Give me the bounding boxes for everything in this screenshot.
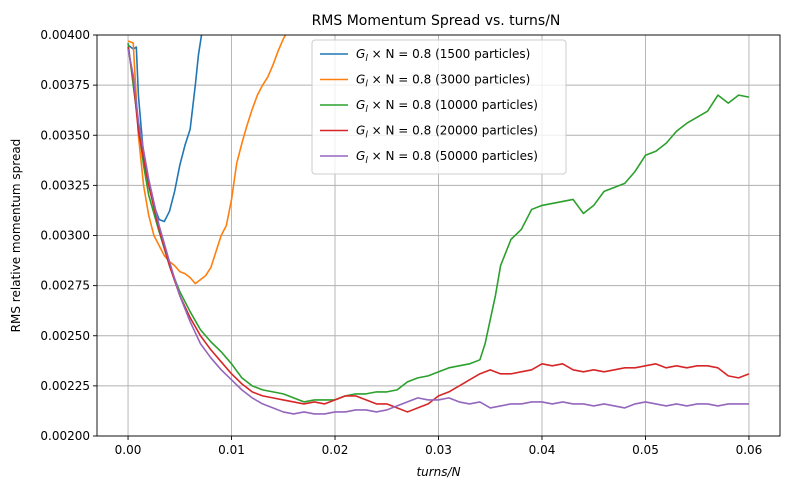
legend: Gl × N = 0.8 (1500 particles) Gl × N = 0.… [311, 39, 567, 175]
chart-title: RMS Momentum Spread vs. turns/N [312, 13, 561, 29]
y-axis-label: RMS relative momentum spread [9, 139, 23, 333]
x-axis-label: turns/N [416, 465, 460, 479]
x-tick-label: 0.06 [736, 443, 763, 457]
legend-label-4: Gl × N = 0.8 (20000 particles) [356, 124, 538, 141]
legend-label-1: Gl × N = 0.8 (1500 particles) [356, 47, 530, 64]
x-tick-label: 0.03 [425, 443, 452, 457]
legend-label-2: Gl × N = 0.8 (3000 particles) [356, 73, 530, 90]
y-tick-label: 0.00350 [40, 128, 90, 142]
x-tick-label: 0.00 [115, 443, 142, 457]
plot-frame [96, 34, 781, 437]
y-tick-label: 0.00300 [40, 229, 90, 243]
y-tick-label: 0.00275 [40, 279, 90, 293]
series-line-5 [127, 48, 749, 415]
x-tick-label: 0.05 [632, 443, 659, 457]
series-lines [127, 35, 750, 415]
x-tick-label: 0.01 [218, 443, 245, 457]
legend-label-3: Gl × N = 0.8 (10000 particles) [356, 98, 538, 115]
x-axis-ticks: 0.00 0.01 0.02 0.03 0.04 0.05 0.06 [115, 436, 763, 457]
y-tick-label: 0.00250 [40, 329, 90, 343]
y-tick-label: 0.00325 [40, 178, 90, 192]
legend-box [311, 39, 567, 175]
y-tick-label: 0.00200 [40, 429, 90, 443]
y-tick-label: 0.00400 [40, 28, 90, 42]
legend-label-5: Gl × N = 0.8 (50000 particles) [356, 149, 538, 166]
series-line-1 [127, 35, 203, 223]
y-axis-ticks: 0.00200 0.00225 0.00250 0.00275 0.00300 0.003… [40, 28, 97, 443]
x-tick-label: 0.04 [529, 443, 556, 457]
x-tick-label: 0.02 [322, 443, 349, 457]
series-line-3 [127, 42, 750, 403]
y-tick-label: 0.00375 [40, 78, 90, 92]
y-tick-label: 0.00225 [40, 379, 90, 393]
series-line-2 [127, 35, 287, 285]
